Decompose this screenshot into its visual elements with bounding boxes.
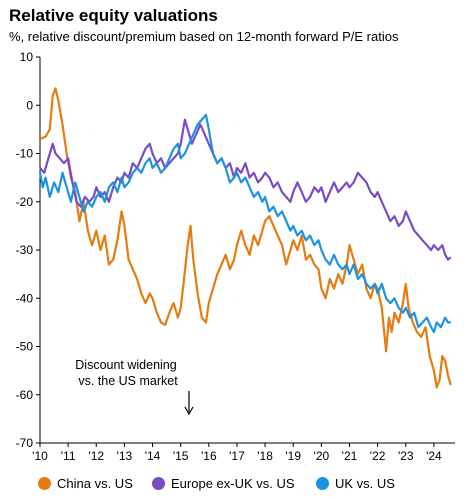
x-tick-label: '10	[32, 449, 48, 463]
y-tick-label: -60	[16, 388, 34, 402]
x-tick-label: '19	[285, 449, 301, 463]
x-tick-label: '18	[257, 449, 273, 463]
legend-label-china: China vs. US	[57, 476, 133, 491]
x-tick-label: '23	[398, 449, 414, 463]
y-tick-label: -40	[16, 291, 34, 305]
legend-item-china: China vs. US	[38, 476, 133, 491]
x-tick-label: '16	[201, 449, 217, 463]
legend-swatch-uk	[316, 477, 329, 490]
x-tick-label: '14	[145, 449, 161, 463]
annotation-line-1: Discount widening	[75, 358, 176, 372]
x-tick-label: '11	[61, 449, 76, 463]
x-tick-label: '24	[426, 449, 442, 463]
legend-item-uk: UK vs. US	[316, 476, 395, 491]
annotation-line-2: vs. the US market	[78, 374, 178, 388]
x-tick-label: '21	[342, 449, 358, 463]
legend-item-europe: Europe ex-UK vs. US	[152, 476, 295, 491]
legend-swatch-china	[38, 477, 51, 490]
x-tick-label: '20	[314, 449, 330, 463]
x-tick-label: '12	[88, 449, 104, 463]
x-tick-label: '22	[370, 449, 386, 463]
annotation-arrow-head	[184, 406, 194, 416]
line-chart: 10 0 -10 -20 -30 -40 -50 -60 -70'10 '11 '12 '13 '14 '…	[16, 50, 455, 463]
chart-subtitle: %, relative discount/premium based on 12…	[9, 29, 399, 44]
chart-title: Relative equity valuations	[9, 6, 218, 25]
x-tick-label: '13	[117, 449, 133, 463]
legend-label-europe: Europe ex-UK vs. US	[171, 476, 295, 491]
series-line-europe	[39, 118, 452, 261]
y-tick-label: 10	[20, 50, 34, 64]
y-tick-label: -30	[16, 243, 34, 257]
y-tick-label: -50	[16, 340, 34, 354]
series-line-china	[39, 87, 452, 389]
y-tick-label: -10	[16, 147, 34, 161]
legend: China vs. US Europe ex-UK vs. US UK vs. …	[0, 476, 469, 496]
series-line-uk	[38, 113, 451, 334]
y-tick-label: -70	[16, 436, 34, 450]
y-tick-label: -20	[16, 195, 34, 209]
x-tick-label: '15	[173, 449, 189, 463]
legend-label-uk: UK vs. US	[335, 476, 395, 491]
x-tick-label: '17	[229, 449, 245, 463]
y-tick-label: 0	[26, 98, 33, 112]
legend-swatch-europe	[152, 477, 165, 490]
